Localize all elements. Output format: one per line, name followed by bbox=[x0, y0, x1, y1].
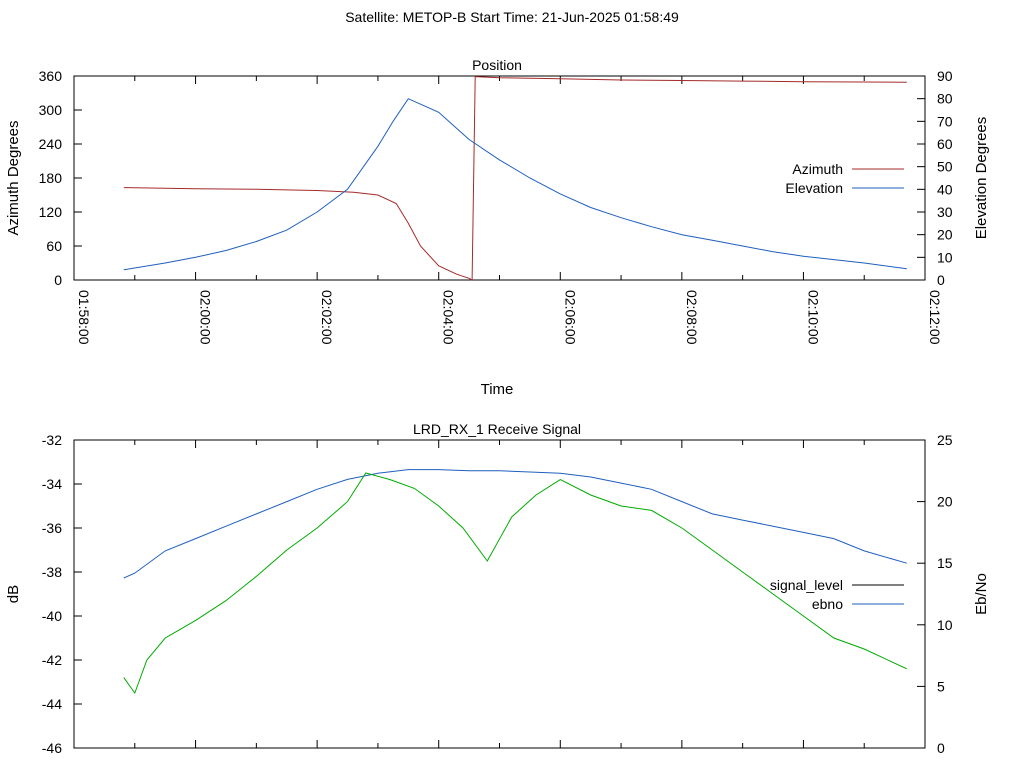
position-y2-tick-label: 50 bbox=[937, 159, 953, 175]
position-y-tick-label: 360 bbox=[39, 68, 63, 84]
position-x-axis-title: Time bbox=[481, 381, 514, 398]
signal-y-tick-label: -42 bbox=[42, 652, 62, 668]
position-series-line-azimuth bbox=[123, 76, 907, 281]
signal-y-tick-label: -38 bbox=[42, 564, 62, 580]
position-y2-tick-label: 70 bbox=[937, 113, 953, 129]
position-series bbox=[123, 76, 907, 281]
position-x-tick-label: 02:06:00 bbox=[562, 290, 578, 345]
position-x-tick-label: 01:58:00 bbox=[76, 290, 92, 345]
signal-y2-tick-label: 10 bbox=[937, 617, 953, 633]
position-y-axis: 0 60 120 180 240 300 360 bbox=[39, 68, 82, 288]
signal-y2-tick-label: 20 bbox=[937, 494, 953, 510]
signal-legend: signal_level ebno bbox=[770, 577, 904, 612]
signal-y-axis: -46 -44 -42 -40 -38 -36 -34 -32 bbox=[42, 432, 82, 756]
position-y-axis-title: Azimuth Degrees bbox=[5, 120, 22, 235]
position-chart-title: Position bbox=[472, 57, 522, 73]
signal-y2-tick-label: 15 bbox=[937, 555, 953, 571]
legend-label-signal-level: signal_level bbox=[770, 577, 843, 593]
position-y2-tick-label: 40 bbox=[937, 181, 953, 197]
position-y-tick-label: 240 bbox=[39, 136, 63, 152]
signal-y-tick-label: -32 bbox=[42, 432, 62, 448]
position-x-tick-label: 02:04:00 bbox=[441, 290, 457, 345]
signal-y2-axis-title: Eb/No bbox=[973, 573, 990, 615]
position-y2-tick-label: 0 bbox=[937, 272, 945, 288]
position-chart: Position 0 60 120 180 240 300 360 0 10 20 30 40 50 6… bbox=[5, 57, 990, 398]
signal-y2-tick-label: 25 bbox=[937, 432, 953, 448]
position-y2-tick-label: 60 bbox=[937, 136, 953, 152]
signal-series-line-unlabeled bbox=[123, 472, 908, 695]
signal-x-axis bbox=[73, 440, 926, 748]
position-x-axis: 01:58:00 02:00:00 02:02:00 02:04:00 02:06:00… bbox=[73, 76, 943, 345]
position-plot-frame bbox=[73, 75, 926, 281]
position-x-tick-label: 02:12:00 bbox=[927, 290, 943, 345]
position-y-tick-label: 180 bbox=[39, 170, 63, 186]
legend-label-elevation: Elevation bbox=[785, 180, 843, 196]
position-y2-tick-label: 10 bbox=[937, 249, 953, 265]
position-x-tick-label: 02:00:00 bbox=[198, 290, 214, 345]
position-y2-tick-label: 80 bbox=[937, 91, 953, 107]
position-y2-tick-label: 30 bbox=[937, 204, 953, 220]
page-title: Satellite: METOP-B Start Time: 21-Jun-20… bbox=[345, 9, 679, 25]
position-x-tick-label: 02:10:00 bbox=[805, 290, 821, 345]
signal-y-tick-label: -40 bbox=[42, 608, 62, 624]
position-y-tick-label: 120 bbox=[39, 204, 63, 220]
signal-y-tick-label: -34 bbox=[42, 476, 62, 492]
signal-y-tick-label: -46 bbox=[42, 740, 62, 756]
position-y2-axis: 0 10 20 30 40 50 60 70 80 90 bbox=[917, 68, 953, 288]
position-y2-tick-label: 90 bbox=[937, 68, 953, 84]
signal-y-tick-label: -36 bbox=[42, 520, 62, 536]
position-legend: Azimuth Elevation bbox=[785, 161, 904, 196]
position-x-tick-label: 02:02:00 bbox=[319, 290, 335, 345]
signal-y2-axis: 0 5 10 15 20 25 bbox=[917, 432, 953, 756]
signal-chart: LRD_RX_1 Receive Signal -46-44-42-40-38-… bbox=[5, 421, 990, 756]
signal-y2-tick-label: 5 bbox=[937, 678, 945, 694]
signal-plot-frame bbox=[73, 439, 926, 749]
legend-label-ebno: ebno bbox=[812, 596, 843, 612]
position-y2-axis-title: Elevation Degrees bbox=[973, 117, 990, 240]
signal-series bbox=[123, 469, 908, 695]
signal-y-axis-title: dB bbox=[5, 585, 22, 603]
position-y-tick-label: 0 bbox=[54, 272, 62, 288]
legend-label-azimuth: Azimuth bbox=[792, 161, 843, 177]
signal-series-line-ebno bbox=[123, 469, 907, 579]
position-y-tick-label: 300 bbox=[39, 102, 63, 118]
position-y2-tick-label: 20 bbox=[937, 227, 953, 243]
signal-chart-title: LRD_RX_1 Receive Signal bbox=[413, 421, 581, 437]
position-x-tick-label: 02:08:00 bbox=[684, 290, 700, 345]
signal-y2-tick-label: 0 bbox=[937, 740, 945, 756]
signal-y-tick-label: -44 bbox=[42, 696, 62, 712]
position-series-line-elevation bbox=[123, 98, 907, 271]
position-y-tick-label: 60 bbox=[46, 238, 62, 254]
